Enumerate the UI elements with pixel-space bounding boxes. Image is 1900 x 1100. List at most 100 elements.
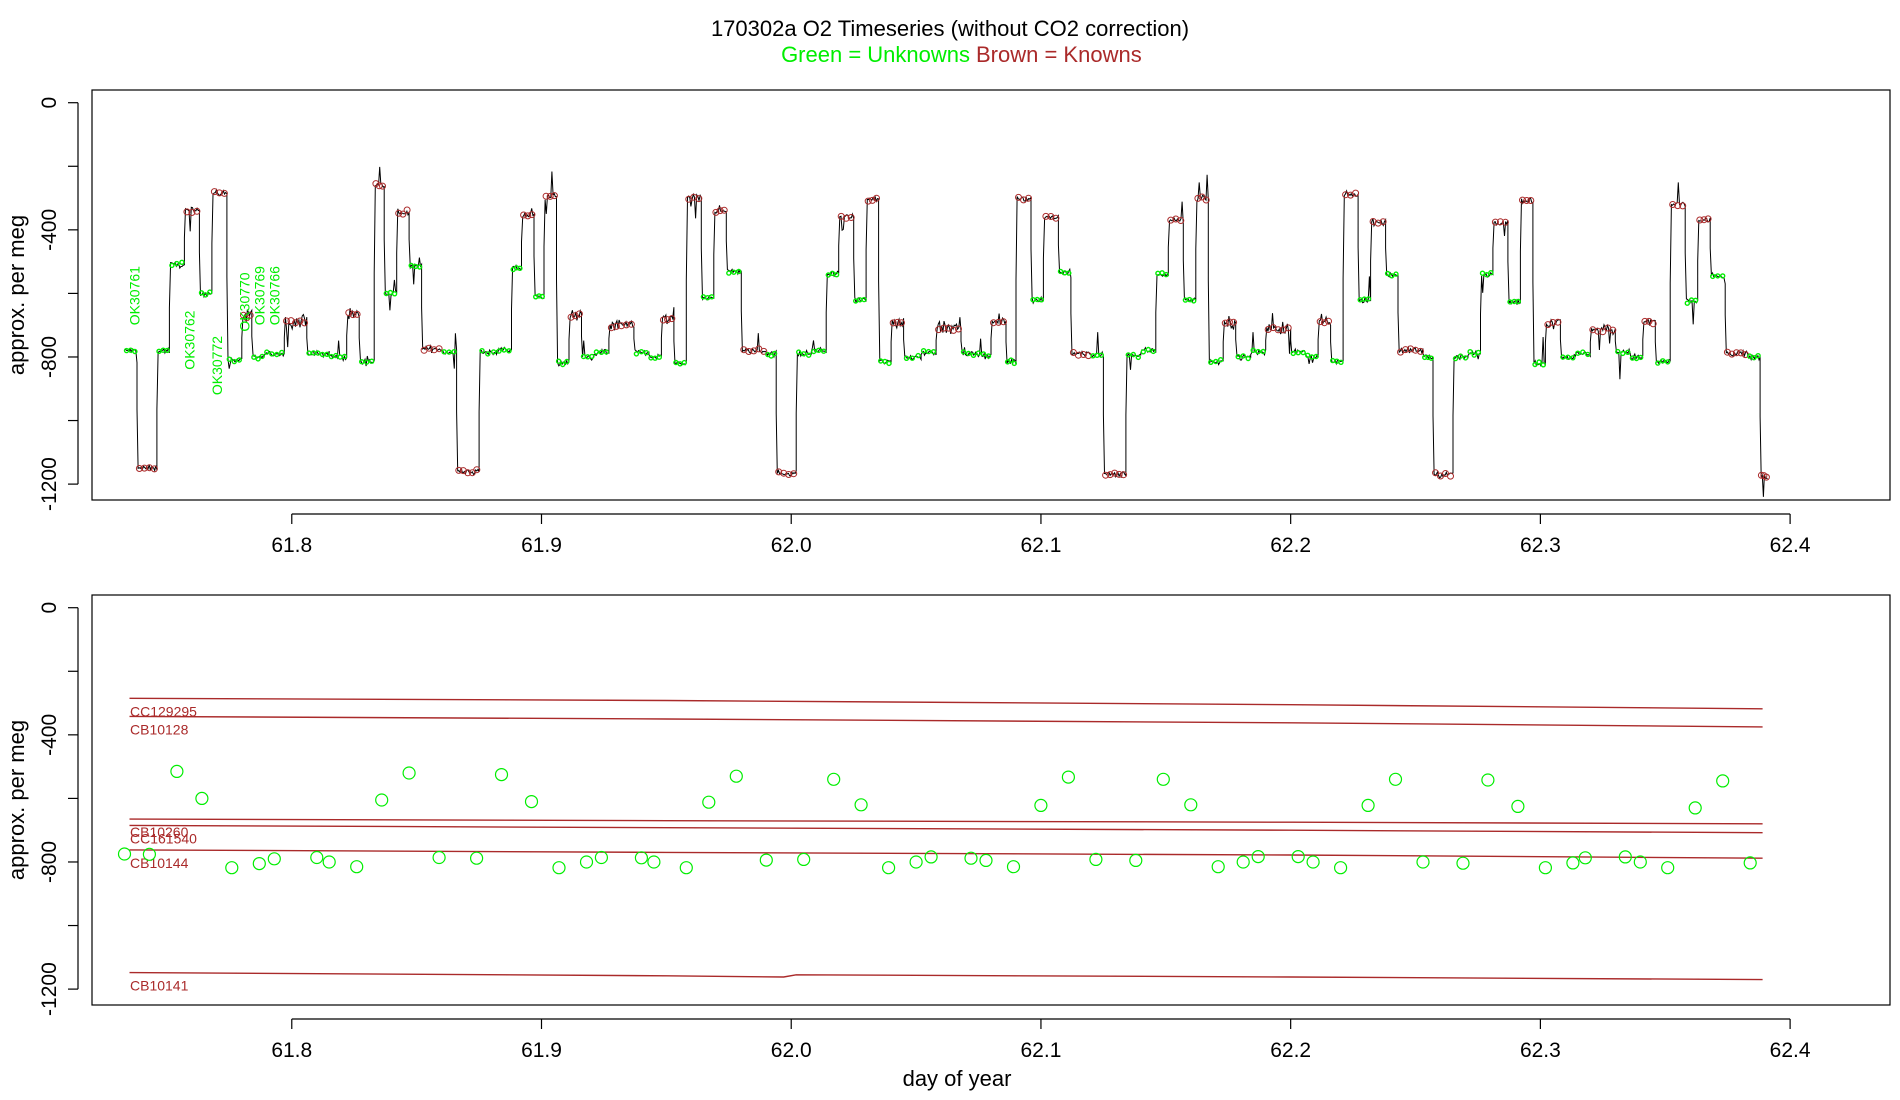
known-marker xyxy=(668,315,676,323)
known-marker xyxy=(1723,348,1731,356)
known-marker xyxy=(183,208,191,216)
known-marker xyxy=(607,324,615,332)
known-marker xyxy=(1762,473,1770,481)
unknown-marker xyxy=(416,264,423,270)
unknown-marker xyxy=(387,289,394,296)
known-marker xyxy=(145,464,153,472)
top-panel: 0 -400 -800 -1200 approx. per meg 61.8 61.9 62.… xyxy=(4,89,1891,557)
known-marker xyxy=(950,326,957,334)
unknown-marker xyxy=(1664,359,1671,365)
known-marker xyxy=(785,471,793,478)
known-marker xyxy=(847,214,855,221)
known-marker xyxy=(455,466,463,474)
unknown-marker xyxy=(1536,359,1542,365)
unknown-marker xyxy=(412,263,419,270)
unknown-marker xyxy=(1655,360,1661,366)
unknown-marker xyxy=(1365,296,1372,302)
known-marker xyxy=(1728,350,1736,358)
unknown-point xyxy=(1618,850,1632,864)
unknown-marker xyxy=(965,350,972,357)
unknown-marker xyxy=(1428,355,1435,361)
unknown-marker xyxy=(1150,348,1157,355)
known-marker xyxy=(1432,469,1439,477)
unknown-marker xyxy=(1688,297,1695,303)
unknown-marker xyxy=(1290,350,1296,357)
known-marker xyxy=(617,322,625,330)
x-tick-label: 62.3 xyxy=(1520,534,1561,557)
unknown-marker xyxy=(485,351,491,357)
unknown-point xyxy=(432,850,446,865)
unknown-marker xyxy=(1714,273,1721,279)
unknown-marker xyxy=(1625,349,1631,355)
x-tick-label: 62.4 xyxy=(1770,534,1811,557)
known-marker xyxy=(353,310,361,318)
known-marker xyxy=(193,207,201,215)
known-marker xyxy=(1316,318,1324,326)
unknown-point xyxy=(1511,799,1525,814)
unknown-marker xyxy=(169,262,175,269)
known-marker xyxy=(215,189,223,197)
unknown-point xyxy=(225,861,239,875)
unknown-marker xyxy=(1629,355,1636,361)
unknown-point xyxy=(881,861,896,875)
known-marker xyxy=(1649,320,1657,328)
known-marker xyxy=(780,469,788,477)
unknown-marker xyxy=(580,353,587,360)
x-tick-label: 62.1 xyxy=(1021,534,1062,557)
x-tick-label: 62.0 xyxy=(771,534,812,557)
unknown-marker xyxy=(324,351,330,357)
known-marker xyxy=(1342,191,1350,199)
unknown-marker xyxy=(1011,360,1017,367)
unknown-marker xyxy=(364,359,370,365)
known-marker xyxy=(1025,194,1032,202)
sample-annotation: OK30761 xyxy=(126,266,142,325)
unknown-marker xyxy=(315,350,321,356)
known-marker xyxy=(842,214,850,222)
unknown-marker xyxy=(1313,353,1319,360)
unknown-point xyxy=(1006,860,1021,874)
known-marker xyxy=(1226,318,1233,326)
unknown-marker xyxy=(1483,272,1490,278)
unknown-point xyxy=(252,856,266,871)
unknown-marker xyxy=(915,352,921,359)
unknown-marker xyxy=(1135,354,1142,361)
known-marker xyxy=(575,310,583,318)
unknown-point xyxy=(1034,798,1048,813)
unknown-point xyxy=(1743,856,1757,870)
known-marker xyxy=(1679,202,1687,210)
unknown-marker xyxy=(1030,297,1036,303)
unknown-marker xyxy=(207,289,213,295)
unknown-point xyxy=(979,853,993,868)
unknown-marker xyxy=(446,349,452,355)
unknown-marker xyxy=(269,351,275,357)
y-tick-label: -1200 xyxy=(38,457,61,511)
known-standard-line xyxy=(129,824,1763,834)
unknown-point xyxy=(1306,855,1320,869)
unknown-marker xyxy=(1393,271,1399,277)
known-marker xyxy=(1523,197,1531,204)
known-marker xyxy=(1020,196,1027,204)
known-marker xyxy=(1374,219,1382,227)
unknown-marker xyxy=(1751,355,1757,361)
unknown-marker xyxy=(306,350,312,356)
known-marker xyxy=(567,313,575,321)
unknown-marker xyxy=(1145,346,1152,353)
unknown-marker xyxy=(501,347,507,353)
known-marker xyxy=(1594,327,1602,335)
unknown-marker xyxy=(517,265,523,271)
unknown-marker xyxy=(1255,348,1261,355)
known-marker xyxy=(395,209,403,217)
unknown-marker xyxy=(132,348,138,355)
known-marker xyxy=(1074,351,1082,359)
sample-annotation: OK30770 xyxy=(236,272,252,331)
known-marker xyxy=(1704,215,1712,223)
unknown-marker xyxy=(490,349,497,355)
known-marker xyxy=(1379,218,1387,226)
unknown-marker xyxy=(700,294,707,300)
unknown-point xyxy=(402,766,416,780)
known-marker xyxy=(873,194,880,202)
known-marker xyxy=(775,468,783,476)
known-marker xyxy=(1102,471,1110,479)
known-marker xyxy=(1412,346,1419,354)
known-marker xyxy=(1172,215,1180,223)
